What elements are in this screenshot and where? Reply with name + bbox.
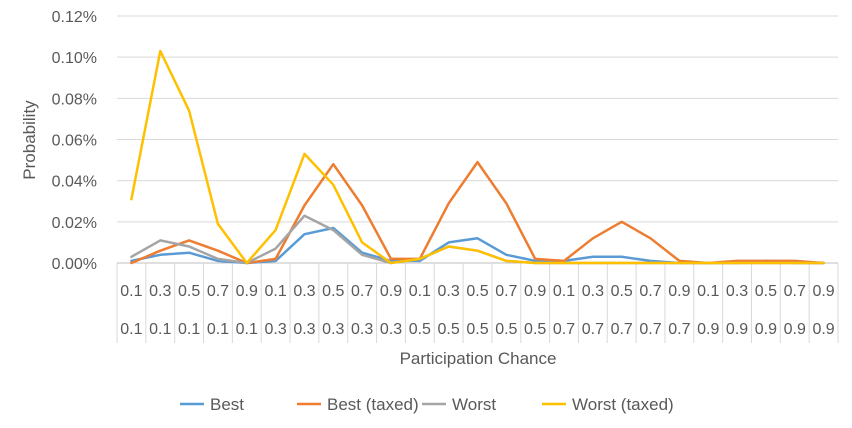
y-axis-title: Probability xyxy=(20,100,39,180)
legend-label: Worst (taxed) xyxy=(572,395,674,414)
legend-label: Best (taxed) xyxy=(327,395,419,414)
y-tick-label: 0.02% xyxy=(52,215,97,232)
x-tick-label-level2: 0.5 xyxy=(409,321,431,338)
gridlines xyxy=(116,15,839,343)
x-tick-label-level2: 0.9 xyxy=(755,321,777,338)
x-tick-label-level1: 0.7 xyxy=(784,283,806,300)
legend-label: Best xyxy=(210,395,244,414)
x-tick-label-level1: 0.1 xyxy=(120,283,142,300)
x-tick-label-level2: 0.7 xyxy=(639,321,661,338)
x-tick-label-level2: 0.1 xyxy=(207,321,229,338)
x-tick-label-level1: 0.5 xyxy=(611,283,633,300)
x-tick-label-level2: 0.1 xyxy=(149,321,171,338)
y-tick-label: 0.12% xyxy=(52,9,97,26)
y-tick-label: 0.00% xyxy=(52,256,97,273)
y-axis-ticks: 0.00% 0.02% 0.04% 0.06% 0.08% 0.10% 0.12% xyxy=(52,9,97,273)
x-tick-label-level2: 0.3 xyxy=(264,321,286,338)
x-tick-label-level2: 0.3 xyxy=(322,321,344,338)
x-tick-label-level1: 0.7 xyxy=(639,283,661,300)
series-lines xyxy=(130,49,825,265)
y-tick-label: 0.08% xyxy=(52,91,97,108)
x-tick-label-level1: 0.7 xyxy=(351,283,373,300)
legend: Best Best (taxed) Worst Worst (taxed) xyxy=(180,395,674,414)
x-tick-label-level2: 0.1 xyxy=(120,321,142,338)
x-tick-label-level1: 0.5 xyxy=(178,283,200,300)
x-tick-label-level2: 0.3 xyxy=(351,321,373,338)
x-tick-label-level1: 0.1 xyxy=(697,283,719,300)
x-tick-label-level1: 0.3 xyxy=(582,283,604,300)
x-tick-label-level1: 0.3 xyxy=(149,283,171,300)
x-tick-label-level2: 0.7 xyxy=(582,321,604,338)
x-tick-label-level2: 0.3 xyxy=(380,321,402,338)
x-tick-label-level2: 0.5 xyxy=(524,321,546,338)
x-tick-label-level2: 0.9 xyxy=(812,321,834,338)
x-tick-label-level2: 0.7 xyxy=(668,321,690,338)
y-tick-label: 0.10% xyxy=(52,50,97,67)
x-tick-label-level2: 0.3 xyxy=(293,321,315,338)
x-tick-label-level2: 0.1 xyxy=(178,321,200,338)
x-tick-label-level1: 0.5 xyxy=(466,283,488,300)
x-tick-label-level1: 0.9 xyxy=(668,283,690,300)
x-axis-categories: 0.1 0.3 0.5 0.7 0.9 0.1 0.3 0.5 0.7 0.9 0.1 0.3 0.5 0… xyxy=(120,283,835,338)
x-tick-label-level2: 0.5 xyxy=(466,321,488,338)
x-tick-label-level1: 0.3 xyxy=(438,283,460,300)
x-axis-title: Participation Chance xyxy=(400,349,557,368)
x-tick-label-level2: 0.9 xyxy=(726,321,748,338)
x-tick-label-level2: 0.1 xyxy=(236,321,258,338)
x-tick-label-level1: 0.1 xyxy=(553,283,575,300)
x-tick-label-level2: 0.9 xyxy=(697,321,719,338)
x-tick-label-level1: 0.3 xyxy=(726,283,748,300)
x-tick-label-level1: 0.5 xyxy=(322,283,344,300)
x-tick-label-level1: 0.1 xyxy=(409,283,431,300)
x-tick-label-level1: 0.7 xyxy=(207,283,229,300)
x-tick-label-level2: 0.5 xyxy=(438,321,460,338)
x-tick-label-level2: 0.5 xyxy=(495,321,517,338)
x-tick-label-level1: 0.3 xyxy=(293,283,315,300)
series-line-worst-taxed xyxy=(130,49,825,265)
x-tick-label-level2: 0.7 xyxy=(553,321,575,338)
x-tick-label-level2: 0.7 xyxy=(611,321,633,338)
y-tick-label: 0.06% xyxy=(52,133,97,150)
x-tick-label-level1: 0.5 xyxy=(755,283,777,300)
x-tick-label-level1: 0.1 xyxy=(264,283,286,300)
x-tick-label-level1: 0.9 xyxy=(380,283,402,300)
x-tick-label-level2: 0.9 xyxy=(784,321,806,338)
x-tick-label-level1: 0.9 xyxy=(236,283,258,300)
x-tick-label-level1: 0.9 xyxy=(524,283,546,300)
x-tick-label-level1: 0.7 xyxy=(495,283,517,300)
y-tick-label: 0.04% xyxy=(52,174,97,191)
x-tick-label-level1: 0.9 xyxy=(812,283,834,300)
legend-label: Worst xyxy=(452,395,496,414)
